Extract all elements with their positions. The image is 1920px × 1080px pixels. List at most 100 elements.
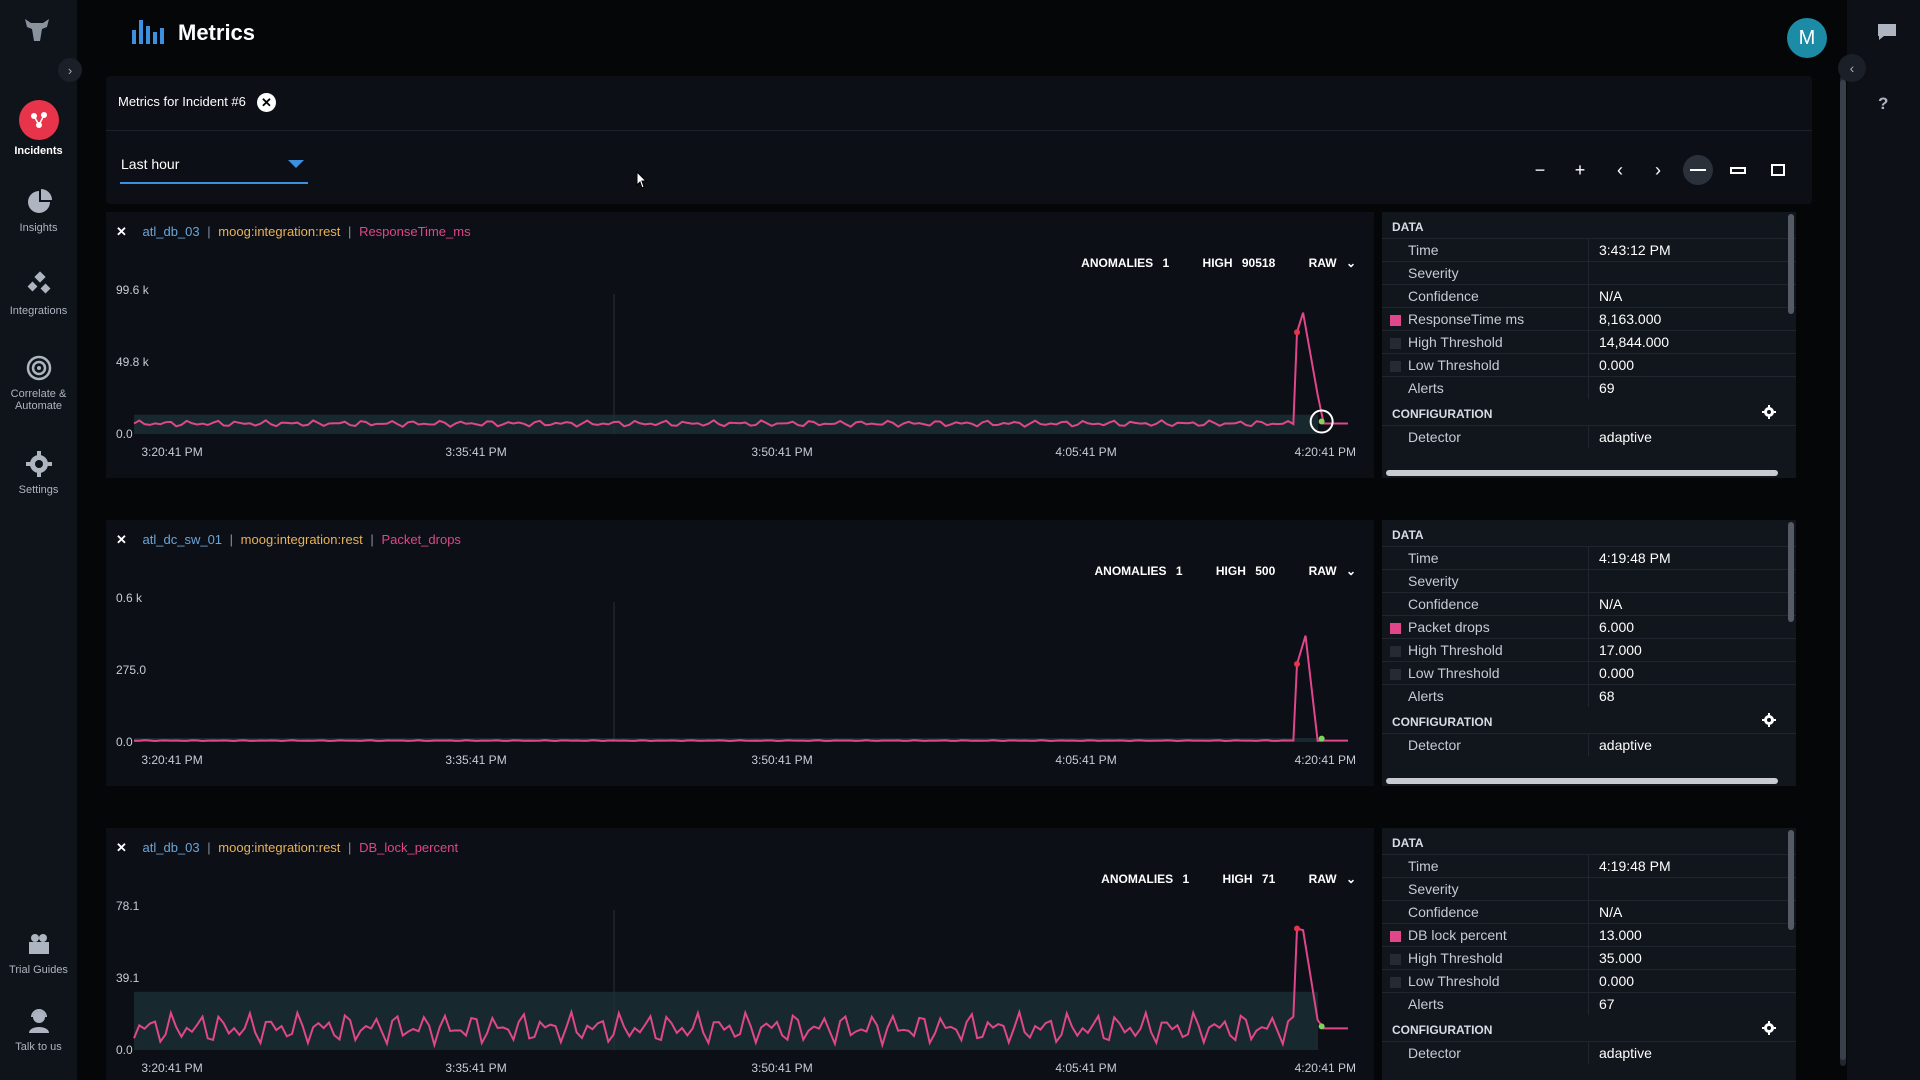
data-panel: DATA Time 4:19:48 PM Severity Confidence… [1382, 520, 1796, 786]
data-value: 4:19:48 PM [1588, 855, 1671, 877]
close-chart-icon[interactable]: ✕ [116, 532, 127, 547]
sidebar-item-settings[interactable]: Settings [0, 450, 77, 496]
view-line-button[interactable] [1683, 155, 1713, 185]
sidebar-item-insights[interactable]: Insights [0, 188, 77, 234]
chevron-down-icon[interactable]: ⌄ [1345, 872, 1356, 886]
data-key: Confidence [1408, 904, 1479, 920]
data-panel-hscrollbar[interactable] [1386, 778, 1778, 784]
target-icon [26, 355, 51, 381]
metric-card: ✕ atl_db_03 | moog:integration:rest | Re… [106, 212, 1796, 478]
mode-select[interactable]: RAW [1308, 256, 1337, 270]
sidebar-item-talk-to-us[interactable]: Talk to us [0, 1007, 77, 1053]
card-header: ✕ atl_db_03 | moog:integration:rest | Re… [116, 224, 471, 240]
chat-icon[interactable] [1876, 22, 1898, 42]
incidents-icon [18, 100, 59, 140]
next-button[interactable]: › [1643, 155, 1673, 185]
metric-name: Packet_drops [381, 532, 461, 547]
zoom-in-button[interactable]: + [1565, 155, 1595, 185]
series-swatch [1390, 669, 1401, 680]
chevron-down-icon[interactable]: ⌄ [1345, 564, 1356, 578]
data-panel: DATA Time 3:43:12 PM Severity Confidence… [1382, 212, 1796, 478]
data-row: Severity [1382, 877, 1796, 900]
line-chart[interactable]: 78.1 39.1 0.0 3:20:41 PM 3:35:41 PM 3:50:41 P… [106, 828, 1374, 1080]
data-section-title: DATA [1392, 836, 1424, 850]
zoom-out-button[interactable]: − [1525, 155, 1555, 185]
chart-area: ✕ atl_db_03 | moog:integration:rest | Re… [106, 212, 1374, 478]
data-value: 8,163.000 [1588, 308, 1661, 330]
series-line [133, 312, 1348, 428]
current-point [1318, 735, 1325, 742]
data-panel-vscrollbar[interactable] [1788, 830, 1794, 930]
data-value: N/A [1588, 593, 1622, 615]
data-panel-hscrollbar[interactable] [1386, 470, 1778, 476]
config-row: Detector adaptive [1382, 733, 1796, 756]
data-key: Alerts [1408, 996, 1444, 1012]
y-tick-label: 0.0 [116, 1043, 133, 1057]
integration-name: moog:integration:rest [218, 224, 341, 239]
x-tick-label: 3:35:41 PM [445, 1061, 506, 1075]
close-incident-button[interactable]: ✕ [257, 93, 276, 112]
sidebar-item-label: Talk to us [15, 1041, 62, 1053]
sidebar-item-integrations[interactable]: Integrations [0, 271, 77, 317]
view-bar-button[interactable] [1723, 155, 1753, 185]
config-row: Detector adaptive [1382, 1041, 1796, 1064]
data-value: N/A [1588, 901, 1622, 923]
data-value: 14,844.000 [1588, 331, 1669, 353]
high-label: HIGH [1215, 564, 1246, 578]
mode-select[interactable]: RAW [1308, 872, 1337, 886]
data-key: ResponseTime ms [1408, 311, 1525, 327]
sidebar-item-label: Settings [18, 484, 59, 496]
gear-icon[interactable] [1762, 713, 1776, 727]
line-view-icon [1690, 169, 1706, 171]
anomaly-point [1294, 329, 1301, 336]
close-chart-icon[interactable]: ✕ [116, 224, 127, 239]
data-key: High Threshold [1408, 642, 1503, 658]
plus-icon: + [1574, 159, 1586, 180]
y-tick-label: 0.0 [116, 735, 133, 749]
chevron-down-icon[interactable]: ⌄ [1345, 256, 1356, 270]
x-tick-label: 3:20:41 PM [141, 1061, 202, 1075]
gear-icon[interactable] [1762, 405, 1776, 419]
previous-button[interactable]: ‹ [1605, 155, 1635, 185]
mode-select[interactable]: RAW [1308, 564, 1337, 578]
page-scrollbar-thumb[interactable] [1840, 80, 1846, 1060]
time-range-select[interactable]: Last hour [120, 152, 308, 184]
close-chart-icon[interactable]: ✕ [116, 840, 127, 855]
data-key: Packet drops [1408, 619, 1490, 635]
series-swatch [1390, 931, 1401, 942]
data-key: Alerts [1408, 688, 1444, 704]
data-panel-vscrollbar[interactable] [1788, 522, 1794, 622]
help-icon[interactable]: ? [1878, 94, 1889, 113]
sidebar-item-correlate-automate[interactable]: Correlate & Automate [0, 354, 77, 412]
anomalies-count: 1 [1175, 564, 1183, 578]
sidebar-item-incidents[interactable]: Incidents [0, 100, 77, 157]
series-swatch [1390, 338, 1401, 349]
data-key: Time [1408, 242, 1439, 258]
sidebar-item-trial-guides[interactable]: Trial Guides [0, 930, 77, 976]
data-value: 0.000 [1588, 662, 1634, 684]
sidebar-item-label: Insights [19, 222, 58, 234]
pie-chart-icon [27, 189, 52, 213]
data-row: Severity [1382, 569, 1796, 592]
avatar[interactable]: M [1787, 18, 1827, 58]
line-chart[interactable]: 99.6 k 49.8 k 0.0 3:20:41 PM 3:35:41 PM 3:50:… [106, 212, 1374, 478]
card-header: ✕ atl_dc_sw_01 | moog:integration:rest |… [116, 532, 461, 548]
right-rail [1847, 0, 1920, 1080]
anomalies-label: ANOMALIES [1081, 256, 1154, 270]
series-swatch [1390, 361, 1401, 372]
view-box-button[interactable] [1763, 155, 1793, 185]
x-tick-label: 4:20:41 PM [1295, 1061, 1356, 1075]
minus-icon: − [1534, 159, 1546, 180]
data-row: DB lock percent 13.000 [1382, 923, 1796, 946]
data-panel-vscrollbar[interactable] [1788, 214, 1794, 314]
line-chart[interactable]: 0.6 k 275.0 0.0 3:20:41 PM 3:35:41 PM 3:50:41… [106, 520, 1374, 786]
data-row: Time 3:43:12 PM [1382, 238, 1796, 261]
collapse-right-rail-button[interactable]: ‹ [1838, 54, 1866, 82]
data-row: Alerts 68 [1382, 684, 1796, 707]
sidebar-item-label: Correlate & [10, 388, 67, 400]
expand-sidebar-button[interactable]: › [58, 58, 82, 82]
data-value: 0.000 [1588, 970, 1634, 992]
gear-icon[interactable] [1762, 1021, 1776, 1035]
anomaly-point [1294, 925, 1301, 932]
data-key: Confidence [1408, 596, 1479, 612]
